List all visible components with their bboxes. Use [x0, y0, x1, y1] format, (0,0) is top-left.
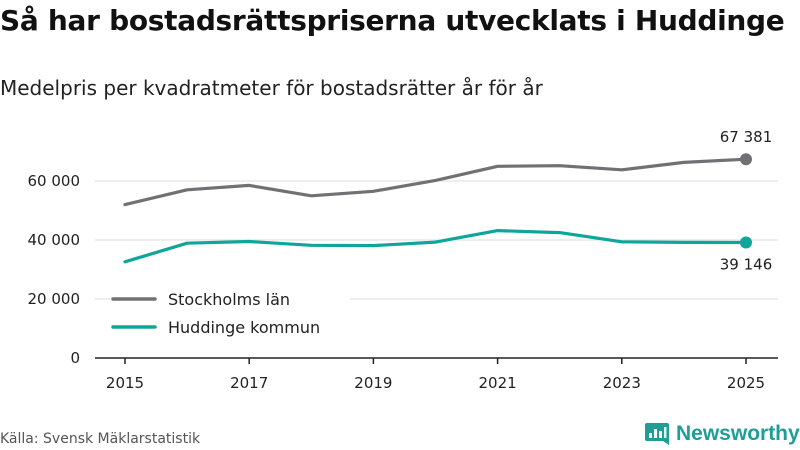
- chart-title: Så har bostadsrättspriserna utvecklats i…: [0, 4, 785, 37]
- series-line-huddinge: [123, 229, 748, 264]
- series-endpoint-stockholm: [740, 153, 752, 166]
- y-tick-label: 40 000: [28, 231, 81, 249]
- end-value-label: 67 381: [720, 128, 773, 146]
- axes: 0 20 000 40 000 60 000 2015 2017 2019 2021 2023 2…: [28, 172, 778, 392]
- x-tick-label: 2025: [727, 374, 765, 392]
- series-lines: 67 381 39 146: [123, 128, 773, 274]
- x-tick-label: 2019: [354, 374, 392, 392]
- legend: Stockholms län Huddinge kommun: [110, 285, 350, 339]
- x-tick-label: 2021: [479, 374, 517, 392]
- source-note: Källa: Svensk Mäklarstatistik: [0, 431, 201, 447]
- brand-logo: Newsworthy: [644, 420, 800, 448]
- x-tick-label: 2017: [230, 374, 268, 392]
- line-chart: 0 20 000 40 000 60 000 2015 2017 2019 2021 2023 2…: [28, 128, 778, 392]
- gridlines: [95, 180, 778, 300]
- series-endpoint-huddinge: [740, 236, 752, 249]
- series-line-stockholm: [123, 157, 748, 207]
- brand-name: Newsworthy: [676, 422, 800, 445]
- y-tick-label: 20 000: [28, 290, 81, 308]
- x-tick-label: 2023: [603, 374, 641, 392]
- x-tick-label: 2015: [106, 374, 144, 392]
- legend-label-stockholm: Stockholms län: [168, 290, 290, 309]
- newsworthy-chart-icon: [645, 423, 669, 445]
- chart-subtitle: Medelpris per kvadratmeter för bostadsrä…: [0, 76, 543, 100]
- y-tick-label: 0: [70, 349, 80, 367]
- y-tick-label: 60 000: [28, 172, 81, 190]
- legend-label-huddinge: Huddinge kommun: [168, 318, 320, 337]
- end-value-label: 39 146: [720, 256, 773, 274]
